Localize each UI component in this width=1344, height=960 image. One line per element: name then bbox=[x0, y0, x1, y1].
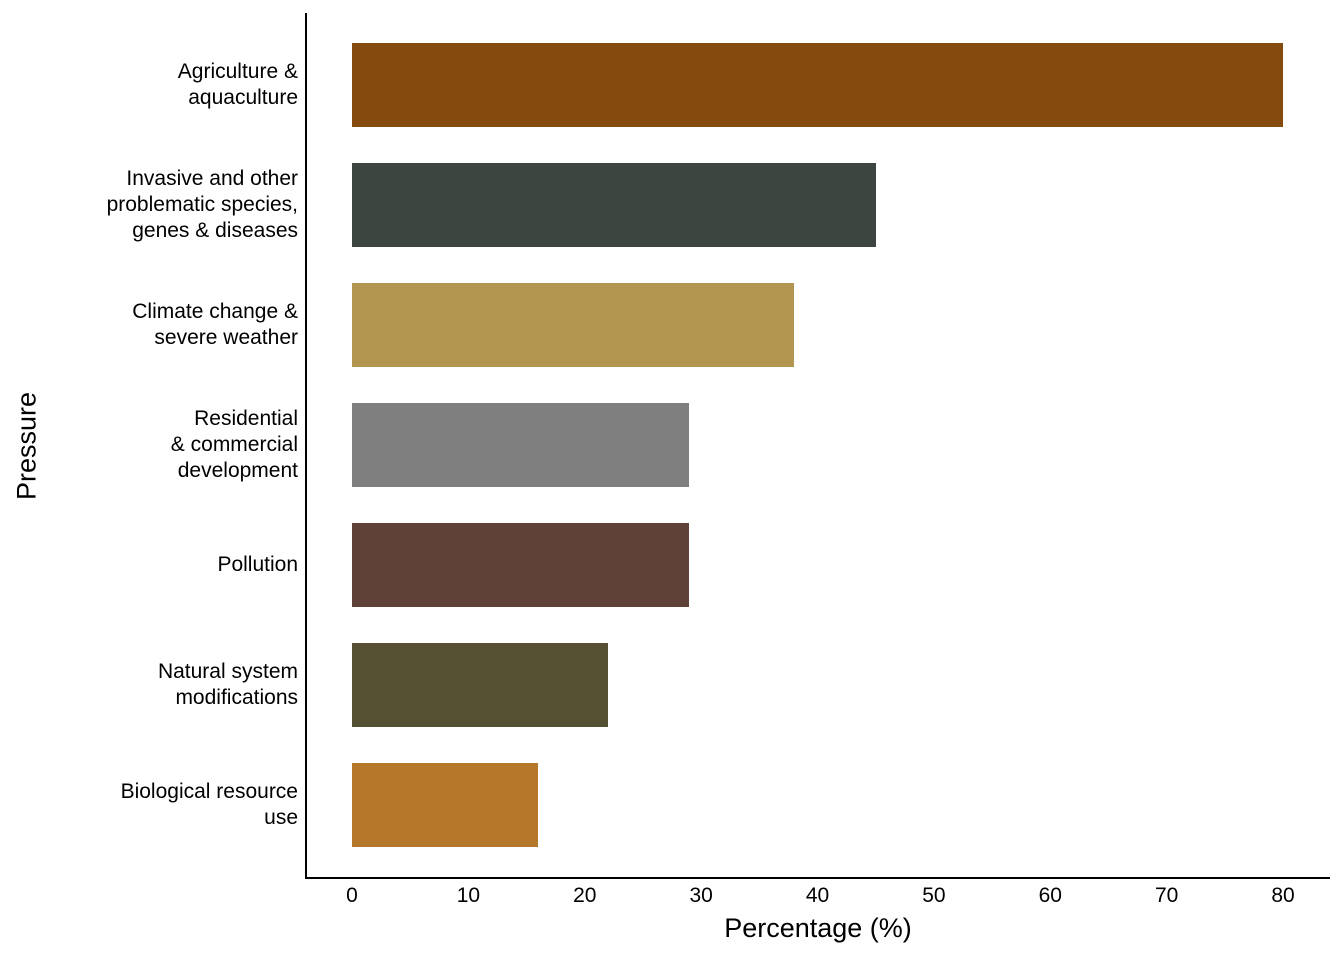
x-axis-tick-label: 70 bbox=[1154, 884, 1179, 907]
y-axis-category-label-line: Agriculture & bbox=[177, 60, 298, 83]
y-axis-category-label: Natural system modifications bbox=[158, 659, 298, 711]
y-axis-category-label-line: Invasive and other bbox=[126, 167, 298, 190]
x-axis-tick-label: 50 bbox=[922, 884, 946, 907]
y-axis-category-label-line: aquaculture bbox=[188, 86, 298, 109]
x-axis-tick-label: 0 bbox=[346, 884, 358, 907]
y-axis-category-label-line: modifications bbox=[175, 686, 298, 709]
x-axis-tick-label: 30 bbox=[689, 884, 713, 907]
y-axis-category-label-line: & commercial bbox=[170, 433, 298, 456]
bar bbox=[352, 403, 690, 487]
y-axis-category-label: Invasive and other problematic species, ge… bbox=[107, 166, 298, 244]
y-axis-category-label-line: Natural system bbox=[157, 660, 298, 683]
bar bbox=[352, 643, 609, 727]
y-axis-category-label-line: development bbox=[177, 459, 298, 482]
bar bbox=[352, 43, 1283, 127]
y-axis-title: Pressure bbox=[11, 391, 42, 501]
x-axis-tick-label: 20 bbox=[573, 884, 597, 907]
y-axis-category-label-line: use bbox=[264, 806, 298, 829]
y-axis-category-label-line: genes & diseases bbox=[132, 219, 298, 242]
bar bbox=[352, 283, 795, 367]
x-axis-tick-label: 80 bbox=[1271, 884, 1295, 907]
plot-panel bbox=[305, 13, 1330, 879]
y-axis-category-label-line: Biological resource bbox=[120, 780, 298, 803]
bar bbox=[352, 523, 690, 607]
y-axis-category-label: Residential & commercial development bbox=[171, 406, 298, 484]
y-axis-category-label-line: Residential bbox=[194, 407, 298, 430]
y-axis-category-label: Pollution bbox=[217, 552, 298, 578]
y-axis-category-label-line: Pollution bbox=[217, 553, 298, 576]
y-axis-category-label-line: severe weather bbox=[154, 326, 298, 349]
y-axis-category-label-line: problematic species, bbox=[106, 193, 298, 216]
y-axis-category-label-line: Climate change & bbox=[132, 300, 298, 323]
y-axis-category-label: Biological resource use bbox=[121, 779, 298, 831]
bar bbox=[352, 163, 876, 247]
x-axis-title: Percentage (%) bbox=[724, 913, 912, 943]
x-axis-tick-label: 60 bbox=[1038, 884, 1062, 907]
y-axis-category-label: Agriculture & aquaculture bbox=[178, 59, 298, 111]
bar bbox=[352, 763, 539, 847]
y-axis-category-label: Climate change & severe weather bbox=[132, 299, 298, 351]
x-axis-tick-label: 10 bbox=[456, 884, 481, 907]
x-axis-tick-label: 40 bbox=[805, 884, 830, 907]
